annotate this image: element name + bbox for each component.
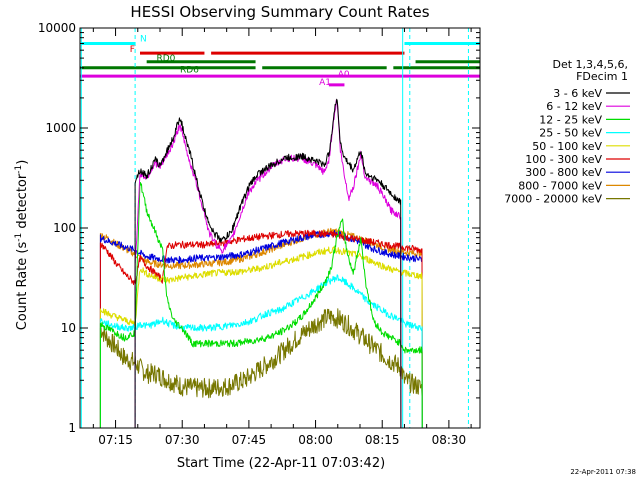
legend-label: 6 - 12 keV bbox=[546, 100, 602, 113]
legend-title: Det 1,3,4,5,6, bbox=[552, 58, 628, 71]
legend-label: 12 - 25 keV bbox=[539, 113, 602, 126]
y-tick-label: 1000 bbox=[45, 121, 76, 135]
legend-label: 7000 - 20000 keV bbox=[504, 193, 602, 206]
flag-label-f: F bbox=[130, 45, 135, 55]
legend-label: 300 - 800 keV bbox=[525, 166, 602, 179]
x-tick-label: 07:45 bbox=[232, 433, 267, 447]
y-tick-label: 10 bbox=[61, 321, 76, 335]
plot-timestamp: 22-Apr-2011 07:38 bbox=[570, 468, 636, 476]
flag-label-a1: A1 bbox=[319, 78, 331, 88]
series-line-7 bbox=[99, 230, 423, 429]
y-tick-label: 1 bbox=[68, 421, 76, 435]
legend-subtitle: FDecim 1 bbox=[576, 70, 628, 83]
series-line-6 bbox=[99, 229, 423, 429]
x-tick-label: 08:30 bbox=[432, 433, 467, 447]
flags-layer: NF RD0 RD6 A0 A1 bbox=[80, 35, 480, 88]
chart-title: HESSI Observing Summary Count Rates bbox=[130, 3, 429, 21]
y-tick-label: 10000 bbox=[38, 21, 76, 35]
x-tick-label: 07:30 bbox=[165, 433, 200, 447]
flag-label-a0: A0 bbox=[338, 70, 350, 80]
y-tick-label: 100 bbox=[53, 221, 76, 235]
axes-layer: 07:15 07:30 07:45 08:00 08:15 08:30 1 10 100 1000… bbox=[38, 21, 481, 447]
series-line-5 bbox=[99, 246, 423, 429]
legend-label: 50 - 100 keV bbox=[532, 140, 602, 153]
series-line-2 bbox=[134, 99, 402, 429]
x-tick-label: 08:15 bbox=[365, 433, 400, 447]
legend-label: 25 - 50 keV bbox=[539, 127, 602, 140]
legend-label: 3 - 6 keV bbox=[553, 87, 602, 100]
series-layer bbox=[99, 98, 423, 429]
series-line-9 bbox=[99, 308, 423, 429]
flag-label-n: N bbox=[140, 35, 147, 45]
flag-label-rd6: RD6 bbox=[180, 65, 199, 75]
legend-label: 800 - 7000 keV bbox=[518, 179, 602, 192]
series-line-1 bbox=[134, 98, 402, 429]
x-axis-label: Start Time (22-Apr-11 07:03:42) bbox=[177, 456, 385, 471]
legend-label: 100 - 300 keV bbox=[525, 153, 602, 166]
y-axis-label: Count Rate (s-1 detector-1) bbox=[14, 160, 30, 331]
x-tick-label: 07:15 bbox=[98, 433, 133, 447]
series-line-4 bbox=[99, 274, 423, 429]
plot-frame bbox=[79, 27, 481, 429]
x-tick-label: 08:00 bbox=[298, 433, 333, 447]
flag-label-rd0: RD0 bbox=[156, 54, 175, 64]
series-line-3 bbox=[99, 182, 423, 429]
